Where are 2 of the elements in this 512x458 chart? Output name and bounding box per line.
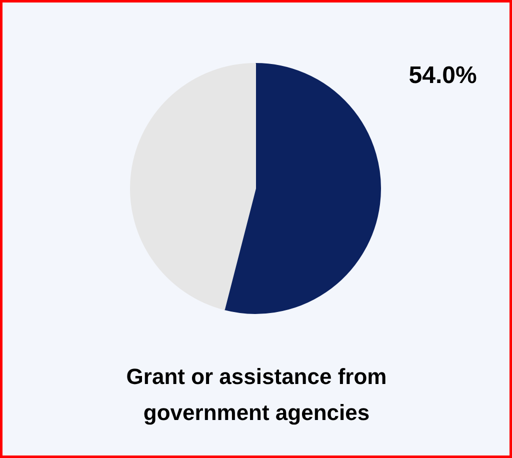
text: Grant or assistance from government agencies	[126, 364, 387, 425]
data-label: 54.0%	[408, 62, 477, 89]
